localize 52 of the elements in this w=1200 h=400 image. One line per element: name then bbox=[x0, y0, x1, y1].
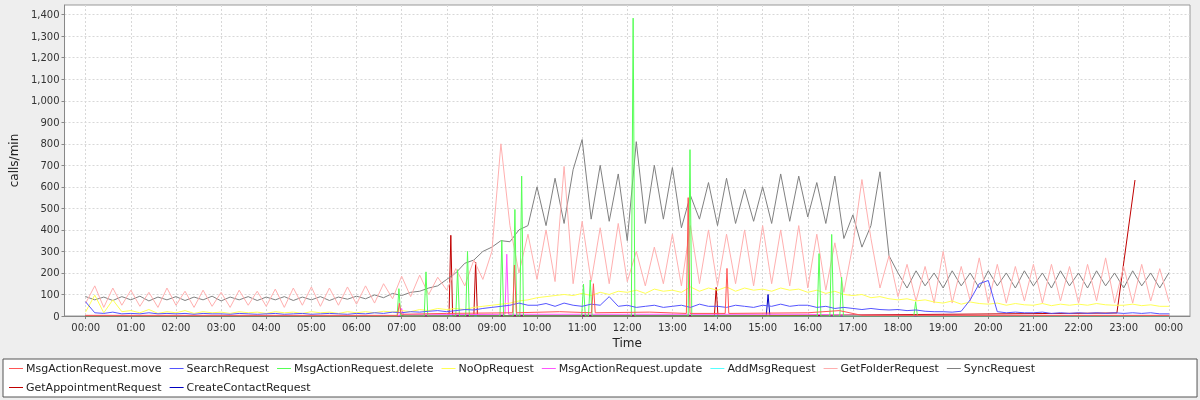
x-tick-label: 10:00 bbox=[522, 321, 552, 333]
legend-label: CreateContactRequest bbox=[186, 381, 312, 394]
x-tick-label: 04:00 bbox=[251, 321, 281, 333]
x-tick-label: 23:00 bbox=[1109, 321, 1139, 333]
legend-label: GetFolderRequest bbox=[840, 362, 940, 375]
y-tick-label: 600 bbox=[40, 181, 60, 193]
y-tick-label: 1,100 bbox=[30, 73, 60, 85]
legend-label: SyncRequest bbox=[963, 362, 1036, 375]
x-axis-title: Time bbox=[611, 336, 642, 350]
x-tick-label: 09:00 bbox=[477, 321, 507, 333]
x-tick-label: 15:00 bbox=[748, 321, 778, 333]
y-tick-label: 900 bbox=[40, 116, 60, 128]
x-tick-label: 05:00 bbox=[296, 321, 326, 333]
x-tick-label: 11:00 bbox=[567, 321, 597, 333]
y-axis-title: calls/min bbox=[7, 133, 21, 188]
y-tick-label: 1,400 bbox=[30, 9, 60, 21]
legend-label: MsgActionRequest.delete bbox=[294, 362, 434, 375]
y-tick-label: 400 bbox=[40, 224, 60, 236]
x-tick-label: 19:00 bbox=[928, 321, 958, 333]
legend-label: GetAppointmentRequest bbox=[26, 381, 163, 394]
legend-label: SearchRequest bbox=[186, 362, 270, 375]
x-tick-label: 16:00 bbox=[793, 321, 823, 333]
x-tick-label: 21:00 bbox=[1018, 321, 1048, 333]
x-tick-label: 08:00 bbox=[432, 321, 462, 333]
x-tick-label: 01:00 bbox=[116, 321, 146, 333]
y-tick-label: 1,200 bbox=[30, 52, 60, 64]
x-tick-label: 06:00 bbox=[342, 321, 371, 333]
y-tick-label: 200 bbox=[40, 267, 60, 279]
y-tick-label: 800 bbox=[40, 138, 60, 150]
y-tick-label: 0 bbox=[53, 310, 60, 322]
y-tick-label: 300 bbox=[40, 245, 60, 257]
x-tick-label: 00:00 bbox=[1154, 321, 1184, 333]
x-tick-label: 02:00 bbox=[161, 321, 191, 333]
x-tick-label: 12:00 bbox=[612, 321, 642, 333]
y-tick-label: 100 bbox=[40, 288, 60, 300]
x-tick-label: 20:00 bbox=[973, 321, 1003, 333]
y-tick-label: 1,300 bbox=[30, 30, 60, 42]
x-tick-label: 03:00 bbox=[206, 321, 236, 333]
y-tick-label: 1,000 bbox=[30, 95, 60, 107]
x-tick-label: 07:00 bbox=[387, 321, 417, 333]
x-tick-label: 00:00 bbox=[71, 321, 101, 333]
y-tick-label: 500 bbox=[40, 202, 60, 214]
x-tick-label: 14:00 bbox=[703, 321, 732, 333]
y-tick-label: 700 bbox=[40, 159, 60, 171]
legend-label: MsgActionRequest.move bbox=[26, 362, 162, 375]
x-tick-label: 18:00 bbox=[883, 321, 913, 333]
x-tick-label: 13:00 bbox=[657, 321, 687, 333]
legend-label: NoOpRequest bbox=[458, 362, 535, 375]
x-tick-label: 22:00 bbox=[1064, 321, 1093, 333]
x-tick-label: 17:00 bbox=[838, 321, 868, 333]
legend-label: MsgActionRequest.update bbox=[558, 362, 703, 375]
legend-label: AddMsgRequest bbox=[727, 362, 817, 375]
